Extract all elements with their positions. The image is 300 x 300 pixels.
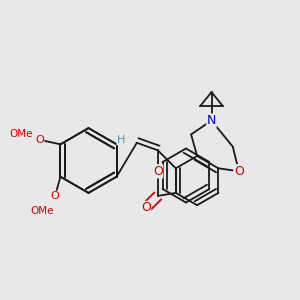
Text: H: H: [117, 135, 125, 145]
Text: O: O: [153, 165, 163, 178]
Text: O: O: [35, 135, 44, 145]
Text: N: N: [207, 114, 216, 127]
Text: OMe: OMe: [31, 206, 54, 216]
Text: O: O: [234, 165, 244, 178]
Text: OMe: OMe: [9, 129, 33, 140]
Text: O: O: [51, 191, 59, 201]
Text: O: O: [141, 201, 151, 214]
